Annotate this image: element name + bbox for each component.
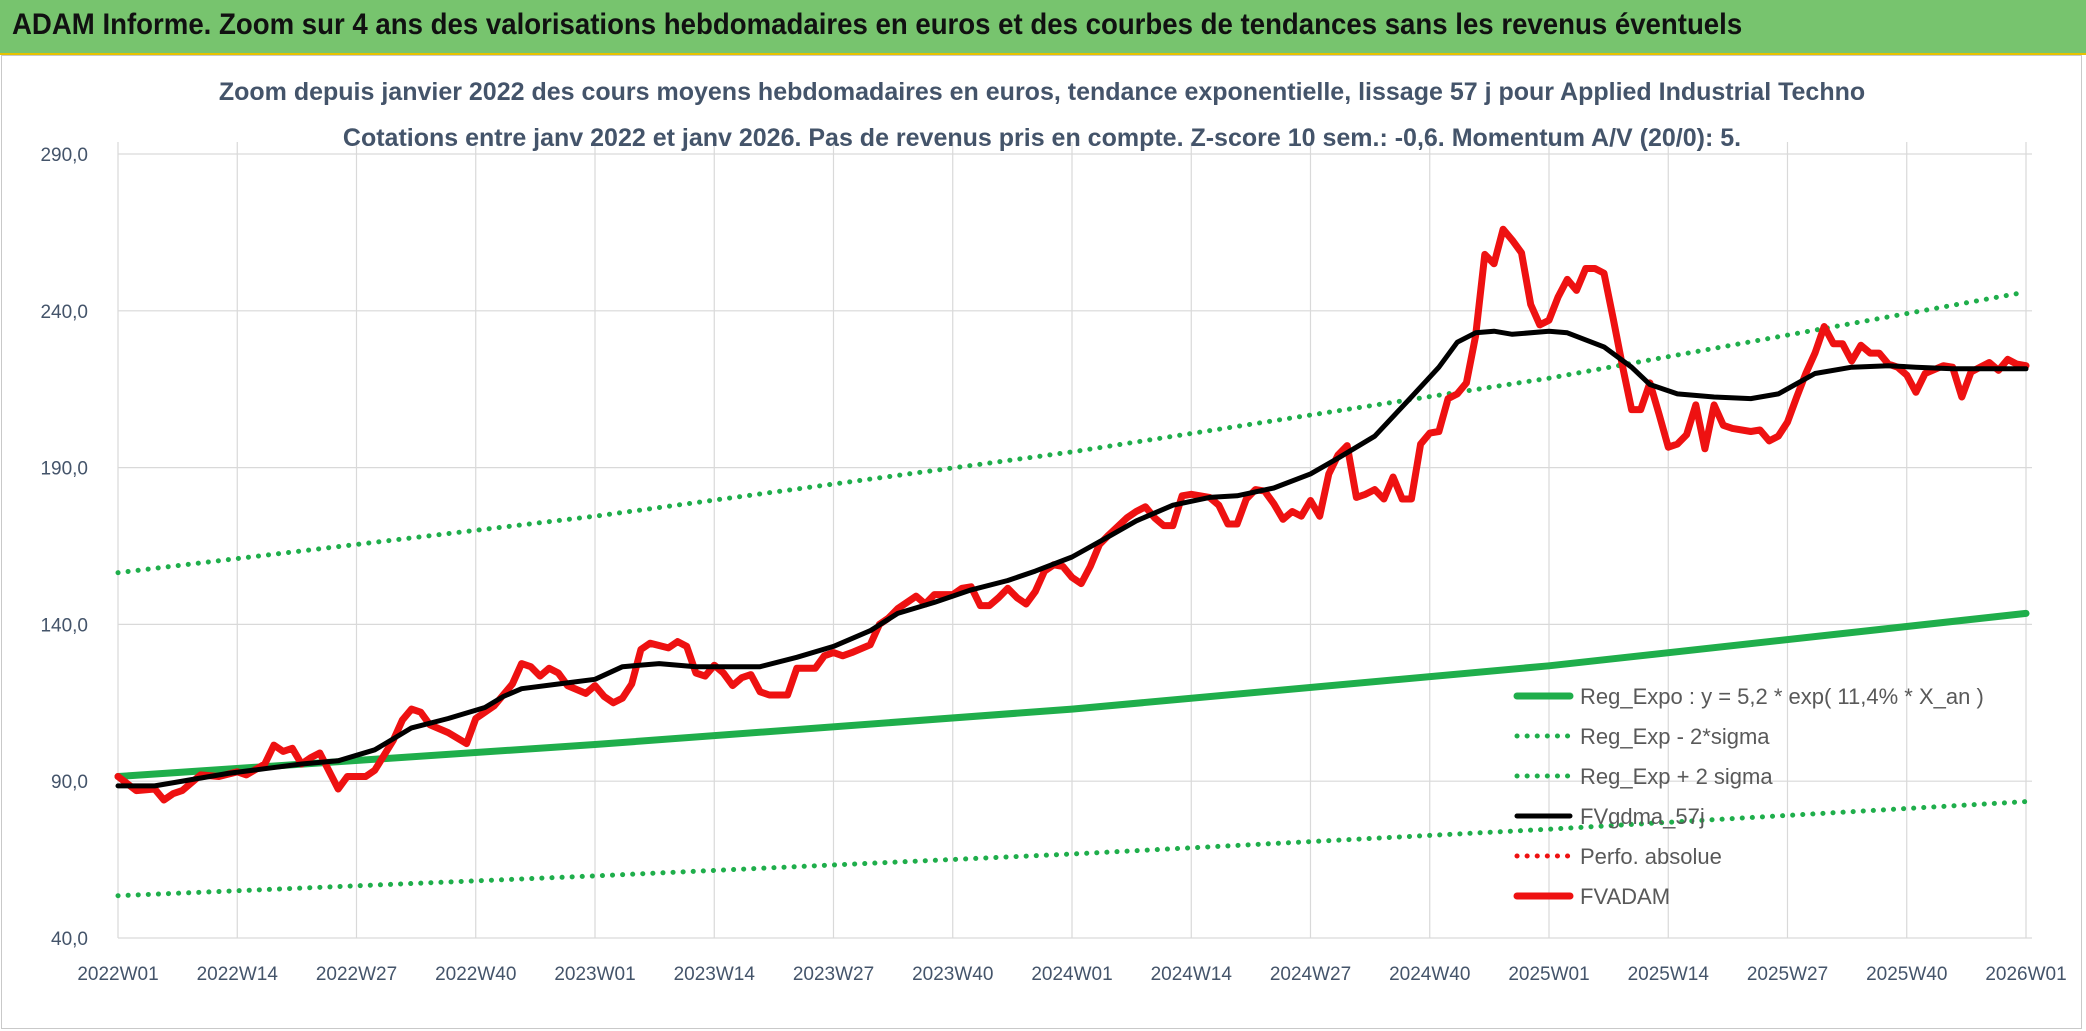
x-tick-label: 2024W27 bbox=[1270, 964, 1351, 985]
x-tick-label: 2025W27 bbox=[1747, 964, 1828, 985]
x-tick-label: 2023W27 bbox=[793, 964, 874, 985]
y-tick-label: 240,0 bbox=[40, 302, 88, 323]
header-banner: ADAM Informe. Zoom sur 4 ans des valoris… bbox=[0, 0, 2086, 55]
chart-frame: Zoom depuis janvier 2022 des cours moyen… bbox=[1, 55, 2082, 1029]
x-tick-label: 2023W01 bbox=[554, 964, 635, 985]
x-tick-label: 2022W01 bbox=[77, 964, 158, 985]
y-axis-tick-labels: 40,0 90,0 140,0 190,0 240,0 290,0 bbox=[40, 145, 88, 950]
chart-subtitle: Cotations entre janv 2022 et janv 2026. … bbox=[343, 124, 1741, 152]
legend-label: FVADAM bbox=[1580, 884, 1670, 909]
x-tick-label: 2024W40 bbox=[1389, 964, 1470, 985]
legend-label: Reg_Exp + 2 sigma bbox=[1580, 764, 1773, 789]
x-axis-tick-labels: 2022W01 2022W14 2022W27 2022W40 2023W01 2023W… bbox=[77, 964, 2066, 985]
x-tick-label: 2022W27 bbox=[316, 964, 397, 985]
series-line-0 bbox=[114, 609, 2030, 780]
x-tick-label: 2022W14 bbox=[197, 964, 279, 985]
horizontal-gridlines bbox=[118, 153, 2032, 939]
y-tick-label: 140,0 bbox=[40, 615, 88, 636]
y-tick-label: 90,0 bbox=[51, 772, 88, 793]
legend-label: Reg_Exp - 2*sigma bbox=[1580, 724, 1770, 749]
y-tick-label: 190,0 bbox=[40, 459, 88, 480]
x-tick-label: 2023W40 bbox=[912, 964, 993, 985]
x-tick-label: 2022W40 bbox=[435, 964, 516, 985]
y-tick-label: 290,0 bbox=[40, 145, 88, 166]
series-line-2 bbox=[115, 289, 2029, 576]
x-tick-label: 2025W40 bbox=[1866, 964, 1947, 985]
series-line-3 bbox=[115, 328, 2029, 789]
legend: Reg_Expo : y = 5,2 * exp( 11,4% * X_an )… bbox=[1513, 684, 1984, 909]
x-tick-label: 2025W01 bbox=[1508, 964, 1589, 985]
legend-label: Reg_Expo : y = 5,2 * exp( 11,4% * X_an ) bbox=[1580, 684, 1984, 709]
legend-label: Perfo. absolue bbox=[1580, 844, 1722, 869]
vertical-gridlines bbox=[117, 142, 2027, 938]
x-tick-label: 2023W14 bbox=[674, 964, 756, 985]
chart-title: Zoom depuis janvier 2022 des cours moyen… bbox=[219, 78, 1865, 106]
series-line-5 bbox=[114, 225, 2030, 804]
x-tick-label: 2025W14 bbox=[1628, 964, 1710, 985]
x-tick-label: 2026W01 bbox=[1985, 964, 2066, 985]
chart: Zoom depuis janvier 2022 des cours moyen… bbox=[40, 78, 2066, 985]
x-tick-label: 2024W14 bbox=[1151, 964, 1233, 985]
page-title: ADAM Informe. Zoom sur 4 ans des valoris… bbox=[12, 8, 1743, 41]
x-tick-label: 2024W01 bbox=[1031, 964, 1112, 985]
y-tick-label: 40,0 bbox=[51, 929, 88, 950]
legend-label: FVgdma_57j bbox=[1580, 804, 1705, 829]
series-layer bbox=[114, 225, 2030, 899]
